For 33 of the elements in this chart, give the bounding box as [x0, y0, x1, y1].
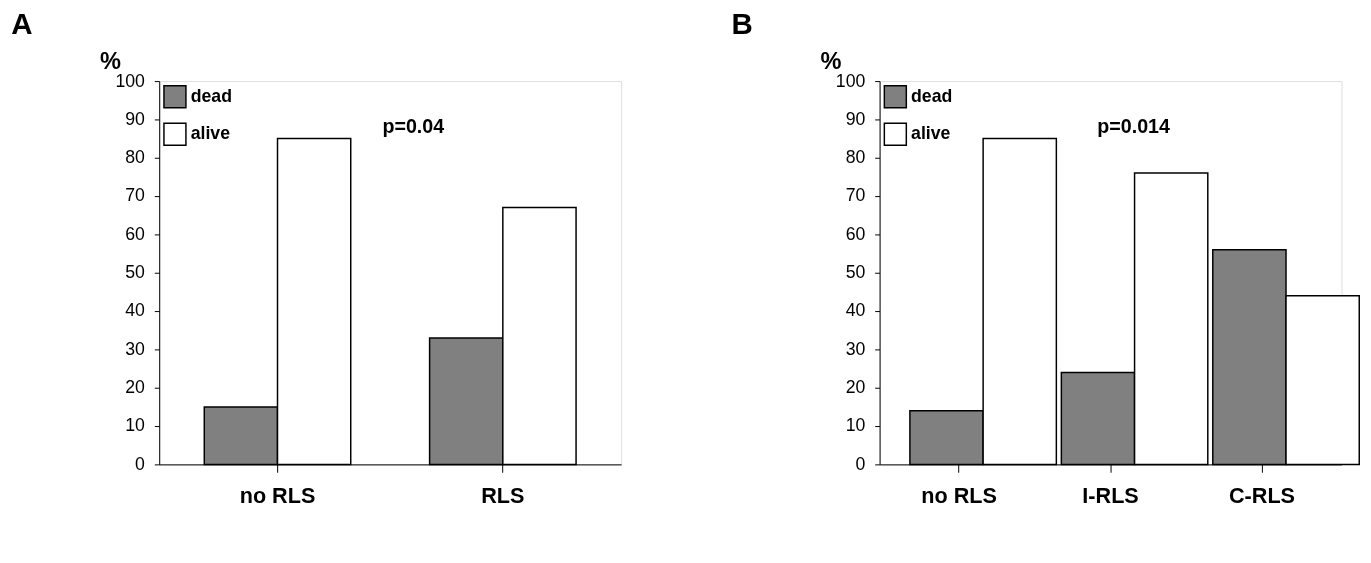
y-tick-label: 60 — [845, 223, 866, 244]
y-tick-label: 40 — [845, 300, 866, 321]
x-tick-label: no RLS — [921, 483, 997, 509]
legend-label: dead — [911, 85, 953, 106]
y-tick-label: 20 — [125, 377, 146, 398]
legend-label: alive — [190, 123, 231, 144]
y-tick-label: 50 — [845, 262, 866, 283]
y-tick-label: 50 — [125, 262, 146, 283]
x-tick-label: no RLS — [239, 483, 316, 509]
chart-title: B — [731, 6, 753, 40]
y-tick-label: 90 — [125, 108, 146, 129]
y-tick-label: 60 — [125, 223, 146, 244]
legend-label: alive — [911, 123, 951, 144]
y-tick-label: 30 — [125, 338, 146, 359]
y-tick-label: 40 — [125, 300, 146, 321]
y-tick-label: 80 — [845, 147, 866, 168]
y-tick-label: 0 — [135, 453, 146, 474]
chart-title: A — [11, 6, 33, 40]
y-tick-label: 80 — [125, 147, 146, 168]
y-tick-label: 90 — [845, 108, 866, 129]
x-tick-label: RLS — [481, 483, 525, 509]
y-tick-label: 30 — [845, 338, 866, 359]
annotation: p=0.014 — [1097, 115, 1171, 137]
x-tick-label: I-RLS — [1082, 483, 1139, 509]
annotation: p=0.04 — [382, 115, 445, 137]
y-tick-label: 20 — [845, 377, 866, 398]
x-tick-label: C-RLS — [1228, 483, 1296, 509]
y-tick-label: 10 — [125, 415, 146, 436]
y-tick-label: 70 — [845, 185, 866, 206]
y-tick-label: 70 — [125, 185, 146, 206]
y-tick-label: 0 — [855, 453, 866, 474]
legend-label: dead — [190, 85, 232, 106]
y-tick-label: 10 — [845, 415, 866, 436]
